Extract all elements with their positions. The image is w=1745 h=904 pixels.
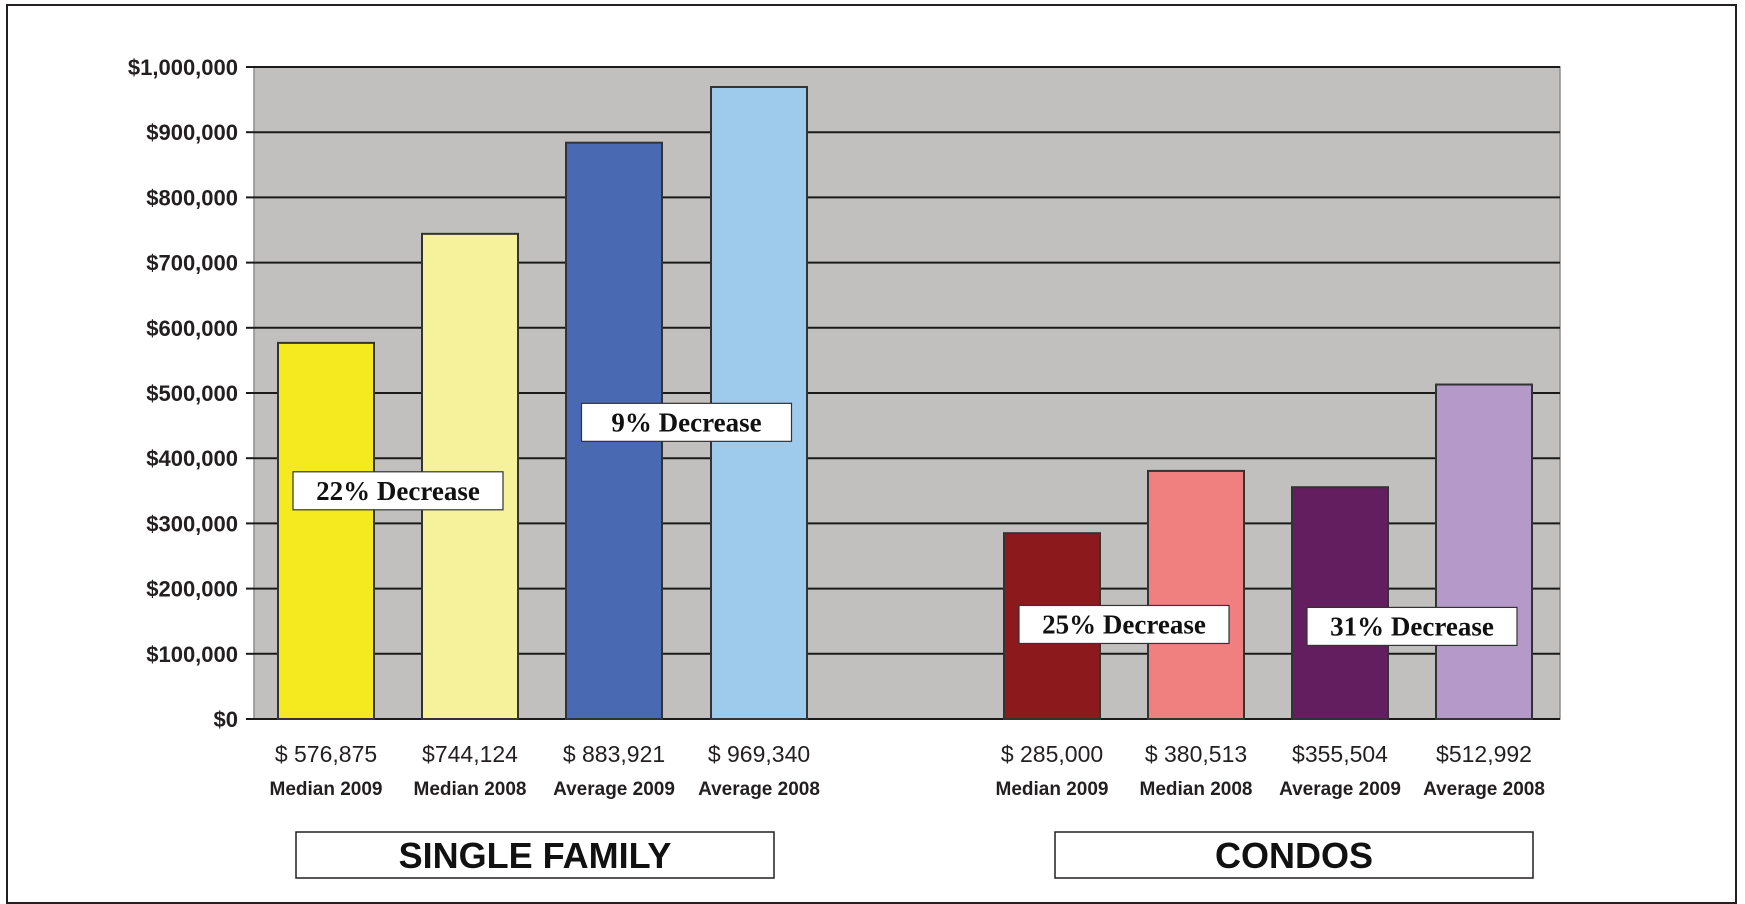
- annotation-box: [1018, 604, 1230, 645]
- bar-value-label: $ 380,513: [1145, 741, 1247, 767]
- group-label-box: [1054, 831, 1534, 879]
- bar-category-label: Average 2008: [698, 779, 820, 800]
- bar-value-label: $ 883,921: [563, 741, 665, 767]
- annotation-label: 31% Decrease: [1330, 611, 1494, 641]
- bar: [1147, 469, 1245, 720]
- y-tick-label: $600,000: [146, 316, 238, 341]
- y-axis: $0 $100,000 $200,000 $300,000 $400,000 $500,0…: [128, 55, 254, 732]
- bar-category-label: Average 2009: [553, 779, 675, 800]
- y-tick-label: $900,000: [146, 120, 238, 145]
- group-label: SINGLE FAMILY: [399, 835, 672, 876]
- bar-value-label: $ 969,340: [708, 741, 810, 767]
- bar-category-label: Median 2009: [270, 779, 383, 800]
- annotations: 22% Decrease 9% Decrease 25% Decrease 31% D…: [292, 402, 1518, 647]
- bar: [277, 341, 375, 720]
- y-tick-label: $100,000: [146, 642, 238, 667]
- bar-value-label: $ 285,000: [1001, 741, 1103, 767]
- y-tick-label: $800,000: [146, 185, 238, 210]
- y-tick-label: $500,000: [146, 381, 238, 406]
- x-axis-labels: $ 576,875 Median 2009 $744,124 Median 2008 $…: [270, 741, 1545, 800]
- bar-value-label: $ 576,875: [275, 741, 377, 767]
- annotation-box: [292, 471, 504, 511]
- bar: [1291, 486, 1389, 720]
- annotation-label: 25% Decrease: [1042, 609, 1206, 639]
- y-tick-label: $700,000: [146, 251, 238, 276]
- bar-category-label: Median 2008: [414, 779, 527, 800]
- bar-value-label: $512,992: [1436, 741, 1532, 767]
- y-tick-label: $400,000: [146, 446, 238, 471]
- bar-category-label: Average 2009: [1279, 779, 1401, 800]
- bar: [1435, 383, 1533, 720]
- y-tick-label: $300,000: [146, 511, 238, 536]
- bar-value-label: $355,504: [1292, 741, 1388, 767]
- bar-category-label: Median 2008: [1140, 779, 1253, 800]
- bar-value-label: $744,124: [422, 741, 518, 767]
- annotation-box: [1306, 606, 1518, 647]
- y-tick-label: $0: [214, 707, 238, 732]
- bar-category-label: Average 2008: [1423, 779, 1545, 800]
- y-tick-label: $1,000,000: [128, 55, 238, 80]
- group-labels: SINGLE FAMILY CONDOS: [295, 831, 1534, 879]
- annotation-box: [580, 402, 793, 442]
- group-label: CONDOS: [1215, 835, 1373, 876]
- y-tick-label: $200,000: [146, 577, 238, 602]
- bar-category-label: Median 2009: [996, 779, 1109, 800]
- annotation-label: 22% Decrease: [316, 476, 480, 506]
- group-label-box: [295, 831, 775, 879]
- annotation-label: 9% Decrease: [611, 407, 761, 437]
